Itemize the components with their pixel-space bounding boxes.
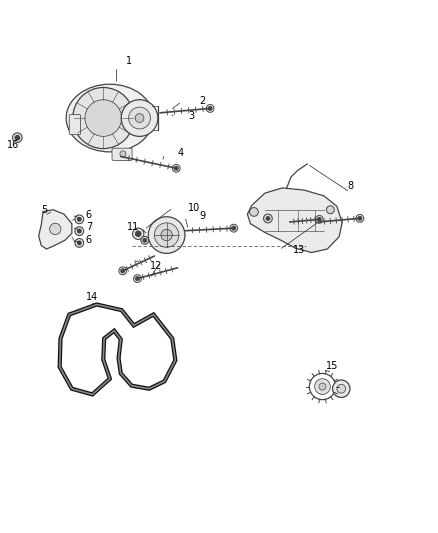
Circle shape (230, 224, 238, 232)
FancyBboxPatch shape (69, 115, 81, 135)
Circle shape (136, 231, 141, 236)
Circle shape (206, 104, 214, 112)
Circle shape (264, 214, 272, 223)
Text: 11: 11 (127, 222, 140, 232)
Text: 12: 12 (149, 261, 162, 271)
Circle shape (78, 217, 81, 221)
Circle shape (161, 229, 172, 241)
Circle shape (75, 227, 84, 236)
Circle shape (337, 384, 346, 393)
Circle shape (143, 239, 147, 242)
Circle shape (174, 166, 178, 170)
Circle shape (120, 151, 126, 157)
Circle shape (12, 133, 22, 142)
Circle shape (75, 239, 84, 247)
Circle shape (332, 380, 350, 398)
Text: 15: 15 (326, 361, 339, 372)
Circle shape (49, 223, 61, 235)
Circle shape (318, 217, 321, 221)
Circle shape (135, 114, 144, 123)
Circle shape (141, 236, 149, 244)
Text: 10: 10 (188, 203, 201, 213)
Circle shape (358, 216, 362, 220)
Circle shape (78, 229, 81, 233)
Text: 2: 2 (199, 96, 205, 107)
Circle shape (78, 241, 81, 245)
Circle shape (208, 107, 212, 110)
Circle shape (133, 228, 144, 239)
Circle shape (75, 215, 84, 224)
Ellipse shape (66, 84, 153, 152)
Circle shape (326, 206, 334, 214)
Circle shape (134, 274, 141, 282)
Text: 5: 5 (41, 205, 47, 215)
Text: 14: 14 (86, 292, 99, 302)
Circle shape (172, 164, 180, 172)
Text: 13: 13 (293, 245, 305, 255)
Text: 16: 16 (7, 140, 19, 150)
Text: 8: 8 (347, 181, 353, 191)
Circle shape (121, 269, 124, 272)
Circle shape (129, 107, 150, 129)
Text: 3: 3 (188, 111, 194, 121)
Circle shape (154, 223, 179, 247)
Circle shape (136, 277, 139, 280)
Circle shape (266, 217, 270, 220)
Circle shape (319, 383, 326, 390)
Polygon shape (247, 188, 342, 253)
Circle shape (356, 214, 364, 222)
Polygon shape (39, 210, 72, 249)
Circle shape (315, 215, 323, 223)
Text: 6: 6 (86, 235, 92, 245)
Circle shape (15, 135, 19, 140)
FancyBboxPatch shape (112, 148, 132, 160)
Circle shape (121, 100, 158, 136)
Circle shape (148, 217, 185, 253)
Text: 6: 6 (86, 210, 92, 220)
Text: 1: 1 (127, 55, 133, 66)
Circle shape (85, 100, 122, 136)
Circle shape (314, 379, 330, 394)
Circle shape (119, 267, 127, 274)
Circle shape (73, 87, 134, 149)
Circle shape (250, 207, 258, 216)
Circle shape (232, 227, 236, 230)
Text: 9: 9 (199, 211, 205, 221)
Text: 4: 4 (177, 148, 184, 158)
Text: 7: 7 (86, 222, 92, 232)
